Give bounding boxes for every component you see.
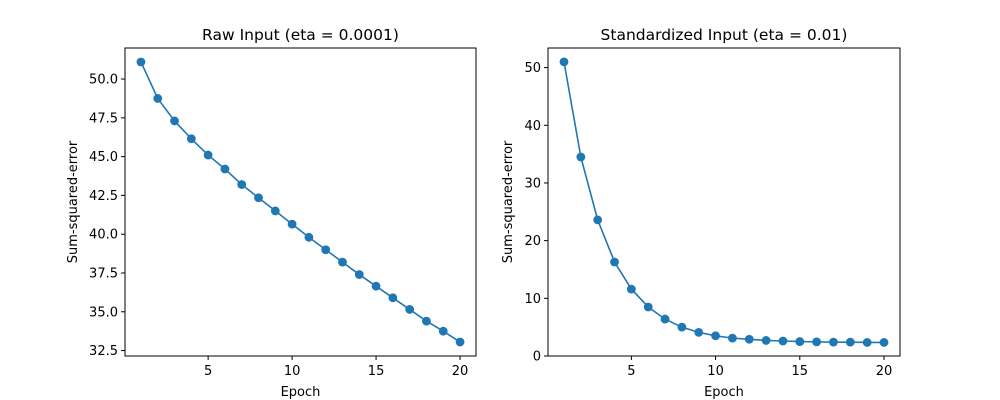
raw-input-data-point: [287, 219, 297, 229]
standardized-input-y-tick-label: 20: [524, 234, 541, 249]
standardized-input-data-point: [660, 314, 670, 324]
standardized-input-data-point: [761, 336, 771, 345]
raw-input-y-tick-label: 50.0: [89, 73, 118, 88]
standardized-input-axes-frame: [547, 47, 901, 357]
standardized-input-x-tick-label: 10: [707, 364, 724, 379]
raw-input-y-tick-label: 35.0: [89, 305, 118, 320]
standardized-input-data-point: [677, 322, 687, 332]
raw-input-chart-title: Raw Input (eta = 0.0001): [202, 26, 399, 44]
standardized-input-x-tick-label: 5: [627, 364, 635, 379]
raw-input-data-point: [455, 337, 465, 347]
standardized-input-plot-area: 5 10 15 20 0 10 20 30 40 50: [524, 57, 892, 379]
raw-input-data-point: [438, 326, 448, 336]
raw-input-data-point: [388, 293, 398, 303]
raw-input-y-axis-label: Sum-squared-error: [66, 140, 81, 263]
standardized-input-x-tick-label: 20: [876, 364, 893, 379]
raw-input-x-tick-label: 15: [368, 364, 385, 379]
raw-input-data-point: [220, 164, 230, 174]
standardized-input-data-point: [812, 337, 822, 347]
raw-input-data-point: [153, 94, 163, 103]
raw-input-panel: Raw Input (eta = 0.0001) 5 10 15 20 32.5 35.0…: [66, 26, 477, 400]
raw-input-data-point: [237, 180, 247, 189]
raw-input-data-point: [321, 245, 331, 255]
standardized-input-y-tick-label: 50: [524, 61, 541, 76]
raw-input-x-tick-label: 20: [452, 364, 469, 379]
raw-input-data-point: [405, 305, 415, 314]
standardized-input-data-point: [744, 334, 754, 344]
raw-input-x-tick-label: 5: [204, 364, 212, 379]
raw-input-plot-area: 5 10 15 20 32.5 35.0 37.5 40.0 42.5 45.0 47.5 50.0: [89, 57, 469, 379]
standardized-input-data-point: [559, 57, 569, 67]
standardized-input-x-tick-label: 15: [792, 364, 809, 379]
raw-input-data-point: [203, 150, 213, 160]
raw-input-y-tick-label: 47.5: [89, 111, 118, 126]
raw-input-y-tick-label: 42.5: [89, 189, 118, 204]
raw-input-data-point: [136, 57, 146, 67]
standardized-input-data-point: [879, 338, 889, 347]
raw-input-data-point: [371, 281, 381, 291]
standardized-input-data-point: [862, 338, 872, 347]
standardized-input-data-point: [795, 337, 805, 346]
standardized-input-data-point: [694, 327, 704, 337]
raw-input-data-point: [170, 116, 179, 126]
standardized-input-y-tick-label: 40: [524, 119, 541, 134]
standardized-input-data-point: [610, 257, 619, 267]
raw-input-y-tick-label: 37.5: [89, 266, 118, 281]
standardized-input-data-point: [576, 152, 586, 162]
raw-input-data-point: [304, 232, 314, 242]
raw-input-y-tick-label: 32.5: [89, 344, 118, 359]
raw-input-data-point: [270, 206, 280, 216]
raw-input-x-tick-label: 10: [284, 364, 301, 379]
standardized-input-panel: Standardized Input (eta = 0.01) 5 10 15 20 0…: [501, 26, 901, 400]
standardized-input-y-tick-label: 10: [524, 292, 541, 307]
raw-input-axes-frame: [124, 47, 477, 357]
standardized-input-data-point: [593, 215, 603, 225]
standardized-input-y-tick-label: 0: [533, 350, 541, 365]
standardized-input-data-point: [829, 337, 838, 347]
standardized-input-y-axis-label: Sum-squared-error: [501, 140, 516, 263]
standardized-input-y-tick-label: 30: [524, 176, 541, 191]
raw-input-data-point: [186, 134, 196, 144]
standardized-input-chart-title: Standardized Input (eta = 0.01): [601, 26, 848, 44]
raw-input-x-axis-label: Epoch: [281, 385, 321, 400]
standardized-input-data-point: [626, 284, 636, 294]
standardized-input-data-point: [845, 337, 855, 347]
raw-input-data-point: [422, 316, 431, 326]
standardized-input-data-point: [643, 302, 653, 312]
raw-input-data-point: [354, 270, 364, 279]
raw-input-y-tick-label: 40.0: [89, 228, 118, 243]
standardized-input-data-point: [778, 336, 788, 346]
raw-input-data-point: [254, 193, 263, 203]
standardized-input-data-point: [728, 333, 737, 343]
raw-input-y-tick-label: 45.0: [89, 150, 118, 165]
raw-input-data-point: [338, 257, 347, 267]
standardized-input-data-point: [711, 331, 720, 341]
standardized-input-x-axis-label: Epoch: [704, 385, 744, 400]
